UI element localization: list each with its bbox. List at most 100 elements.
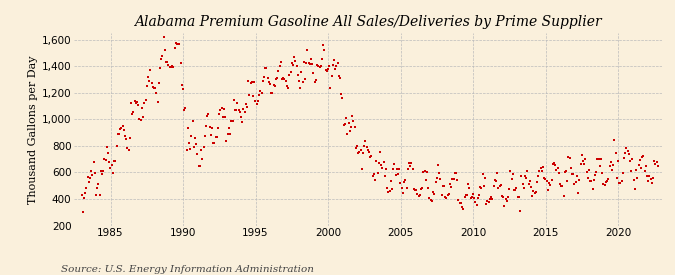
Point	[595, 164, 605, 169]
Point	[638, 153, 649, 158]
Point	[435, 176, 446, 181]
Point	[488, 184, 499, 188]
Point	[502, 199, 512, 203]
Point	[196, 148, 207, 152]
Point	[169, 45, 180, 50]
Point	[200, 124, 211, 128]
Point	[572, 174, 583, 178]
Point	[543, 188, 554, 192]
Point	[288, 63, 298, 67]
Point	[418, 170, 429, 174]
Point	[208, 141, 219, 146]
Point	[159, 48, 170, 53]
Point	[335, 76, 346, 81]
Point	[213, 126, 223, 130]
Point	[497, 193, 508, 198]
Point	[398, 191, 408, 196]
Point	[378, 160, 389, 164]
Point	[568, 172, 578, 176]
Point	[346, 125, 356, 129]
Point	[283, 86, 294, 90]
Point	[252, 98, 263, 103]
Point	[592, 156, 603, 161]
Point	[653, 164, 664, 168]
Point	[337, 95, 348, 100]
Point	[348, 119, 359, 123]
Point	[630, 168, 641, 173]
Point	[570, 180, 581, 184]
Point	[423, 186, 434, 190]
Point	[331, 64, 342, 68]
Point	[621, 146, 632, 150]
Point	[622, 149, 633, 154]
Point	[643, 179, 653, 183]
Point	[436, 193, 447, 197]
Point	[260, 66, 271, 71]
Point	[613, 159, 624, 164]
Point	[265, 81, 275, 86]
Point	[511, 186, 522, 190]
Point	[433, 163, 443, 168]
Point	[289, 55, 300, 59]
Point	[93, 182, 104, 186]
Point	[254, 92, 265, 97]
Point	[361, 144, 372, 149]
Point	[647, 181, 657, 185]
Point	[626, 169, 637, 173]
Point	[178, 87, 188, 91]
Point	[117, 124, 128, 128]
Point	[624, 159, 635, 164]
Point	[551, 168, 562, 173]
Point	[427, 199, 437, 203]
Point	[400, 178, 410, 182]
Point	[192, 152, 203, 156]
Point	[135, 118, 146, 122]
Point	[176, 83, 187, 87]
Point	[121, 137, 132, 141]
Point	[249, 79, 260, 84]
Point	[262, 76, 273, 81]
Point	[216, 106, 227, 111]
Point	[115, 127, 126, 131]
Point	[140, 98, 151, 102]
Point	[564, 156, 575, 160]
Point	[103, 150, 113, 155]
Point	[429, 192, 439, 196]
Point	[481, 202, 491, 207]
Point	[453, 198, 464, 202]
Point	[578, 158, 589, 163]
Point	[450, 170, 460, 175]
Point	[412, 192, 423, 196]
Point	[651, 159, 662, 164]
Point	[521, 176, 532, 180]
Point	[327, 62, 338, 67]
Point	[598, 182, 609, 187]
Point	[437, 183, 448, 188]
Point	[148, 86, 159, 90]
Point	[580, 156, 591, 161]
Point	[514, 195, 524, 199]
Point	[222, 132, 233, 136]
Point	[191, 142, 202, 146]
Point	[589, 178, 599, 183]
Point	[475, 185, 485, 189]
Point	[78, 210, 88, 214]
Point	[585, 179, 595, 183]
Point	[181, 147, 192, 152]
Point	[124, 148, 134, 152]
Point	[367, 174, 378, 178]
Point	[533, 173, 543, 178]
Point	[122, 146, 133, 151]
Point	[584, 168, 595, 173]
Point	[535, 166, 546, 170]
Point	[586, 179, 597, 183]
Point	[92, 186, 103, 190]
Point	[603, 177, 614, 181]
Point	[615, 181, 626, 186]
Point	[428, 189, 439, 194]
Point	[101, 145, 112, 149]
Point	[285, 70, 296, 74]
Point	[217, 114, 228, 119]
Point	[279, 77, 290, 81]
Point	[556, 184, 566, 188]
